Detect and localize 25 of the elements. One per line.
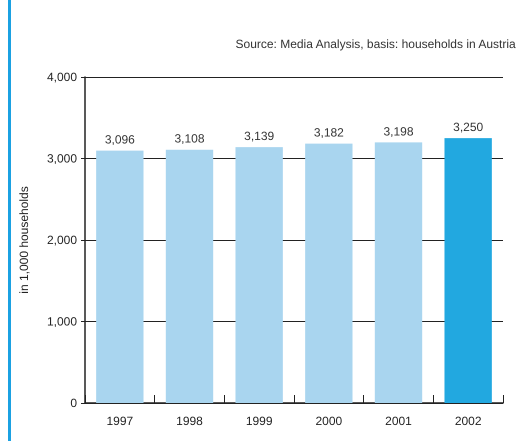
bar <box>235 147 283 403</box>
bar <box>166 150 214 403</box>
bar <box>305 144 353 403</box>
x-tick-label: 1997 <box>106 414 134 428</box>
x-tick-label: 1999 <box>246 414 273 428</box>
y-tick-label: 4,000 <box>46 70 78 84</box>
data-label: 3,108 <box>174 132 205 146</box>
source-note: Source: Media Analysis, basis: households in Austria <box>236 37 516 51</box>
bar <box>444 138 492 403</box>
y-axis-title: in 1,000 households <box>17 186 31 294</box>
data-label: 3,198 <box>383 124 414 138</box>
data-label: 3,139 <box>244 129 275 144</box>
y-tick-label: 3,000 <box>46 152 78 166</box>
bar <box>374 142 422 403</box>
x-tick-label: 2001 <box>385 414 412 428</box>
x-tick-label: 1998 <box>176 414 204 428</box>
data-label: 3,096 <box>104 132 136 147</box>
data-label: 3,182 <box>314 126 344 140</box>
bar <box>96 150 144 403</box>
y-tick-label: 1,000 <box>46 314 78 328</box>
data-label: 3,250 <box>453 120 484 134</box>
x-tick-label: 2000 <box>315 414 343 428</box>
y-tick-label: 0 <box>70 396 78 410</box>
x-tick-label: 2002 <box>454 414 482 428</box>
y-tick-label: 2,000 <box>46 233 78 247</box>
